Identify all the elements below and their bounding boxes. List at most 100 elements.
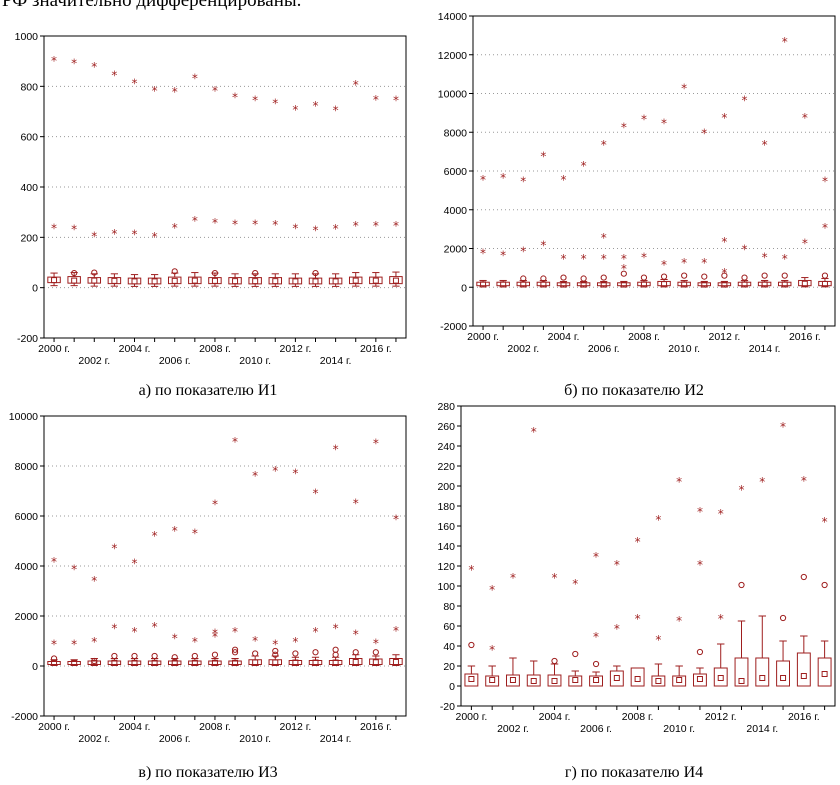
extreme-point: * [561,173,567,187]
outlier-point [620,270,627,277]
extreme-point: * [252,93,258,107]
box-iqr [596,282,611,287]
median-marker [292,278,299,285]
extreme-point: * [51,555,57,569]
y-tick-label: -20 [440,701,455,713]
median-marker [580,281,587,288]
extreme-point: * [561,252,567,266]
box-plot-2016г: ** [369,436,383,666]
outlier-point [560,274,567,281]
outlier-point [71,269,78,277]
box-iqr [547,674,562,687]
median-marker [151,278,158,285]
box-plot-2009г: ** [228,435,242,666]
extreme-point: * [172,631,178,645]
extreme-point: * [111,227,117,241]
box-plot-2006г: ** [167,524,182,666]
box-plot-2002г: ** [516,175,531,288]
x-tick-label: 2016 г. [360,721,392,733]
box-iqr [637,281,651,287]
outlier-point [292,650,299,657]
extreme-point: * [721,111,727,125]
box-iqr [496,281,510,287]
extreme-point: * [232,625,238,639]
x-tick-label: 2014 г. [320,733,352,745]
x-tick-label: 2010 г. [668,343,700,355]
outlier-point [800,573,807,581]
extreme-point: * [614,558,620,572]
x-tick-label: 2010 г. [239,733,271,745]
extreme-point: * [292,635,298,649]
median-marker [759,675,766,681]
extreme-point: * [500,248,506,262]
median-marker [468,676,475,682]
box-plot-2004г: ** [127,77,142,287]
x-tick-label: 2006 г. [159,733,191,745]
extreme-point: * [572,577,578,591]
y-tick-label: 12000 [438,50,467,62]
box-iqr [576,282,591,287]
box-iqr [47,661,61,665]
extreme-point: * [780,420,786,434]
x-tick-label: 2008 г. [199,721,231,733]
outlier-point [211,269,219,277]
box-plot-2017г: ** [818,175,832,288]
x-tick-label: 2016 г. [789,331,821,343]
y-tick-label: 180 [437,501,455,513]
extreme-point: * [393,624,399,638]
extreme-point: * [635,612,641,626]
box-plot-2011г: ** [268,97,283,287]
median-marker [738,678,745,684]
median-marker [372,659,379,666]
outlier-point [111,652,118,660]
box-iqr [568,675,583,687]
outlier-point [272,651,279,658]
y-tick-label: 2000 [444,244,468,256]
outlier-point [580,275,587,282]
extreme-point: * [500,171,506,185]
x-tick-label: 2014 г. [746,723,778,735]
extreme-point: * [801,474,807,488]
outlier-point [781,272,788,279]
outlier-point [171,268,178,275]
extreme-point: * [676,475,682,489]
box-plot-2007г: ** [188,72,202,287]
document-body-text: РФ значительно дифференцированы. [2,0,302,11]
extreme-point: * [635,535,641,549]
box-iqr [369,276,383,285]
extreme-point: * [531,425,537,439]
median-marker [489,677,496,683]
y-tick-label: 14000 [438,11,467,23]
median-marker [551,678,558,684]
extreme-point: * [601,252,607,266]
outlier-point [660,273,668,280]
median-marker [151,659,158,666]
x-tick-label: 2016 г. [360,343,392,355]
median-marker [821,671,828,677]
extreme-point: * [132,625,138,639]
extreme-point: * [701,256,707,270]
box-plot-2012г: ** [288,466,303,666]
plot-frame [472,15,836,327]
box-iqr [348,276,363,285]
box-plot-2001г: ** [67,56,81,287]
x-tick-label: 2004 г. [539,711,571,723]
box-iqr [228,660,242,665]
extreme-point: * [681,82,687,96]
extreme-point: * [192,635,198,649]
y-tick-label: 20 [443,661,455,673]
outlier-point [312,269,319,277]
median-marker [252,659,259,666]
outlier-point [332,651,339,658]
box-plot-2011г: ** [268,464,283,666]
extreme-point: * [272,218,278,232]
x-tick-label: 2012 г. [280,721,312,733]
extreme-point: * [192,72,198,86]
box-plot-2006г: ** [589,550,603,687]
extreme-point: * [71,223,77,237]
outlier-point [252,269,259,277]
box-plot-2000г: * [464,563,479,687]
y-tick-label: 100 [437,581,455,593]
box-iqr [818,280,832,287]
extreme-point: * [152,529,158,543]
